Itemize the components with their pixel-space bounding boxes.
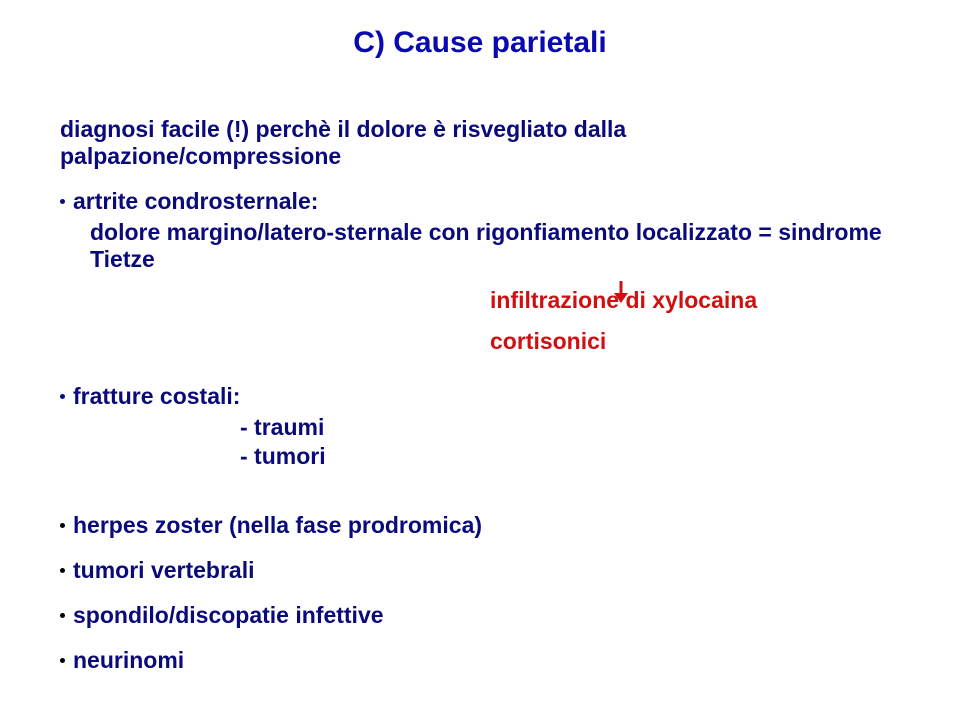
bullet-fratture-label: fratture costali: [73,383,240,410]
bullet-dot-icon [60,523,65,528]
bullet-artrite: artrite condrosternale: [60,188,900,215]
bullet-herpes-text: herpes zoster (nella fase prodromica) [73,512,482,539]
bullet-neurinomi-text: neurinomi [73,647,184,674]
bullet-dot-icon [60,568,65,573]
subtitle: diagnosi facile (!) perchè il dolore è r… [60,116,900,170]
fratture-sublist: - traumi - tumori [240,414,900,470]
slide-title: C) Cause parietali [60,26,900,60]
bullet-spondilo: spondilo/discopatie infettive [60,602,900,629]
bullet-dot-icon [60,658,65,663]
bullet-dot-icon [60,613,65,618]
bullet-dot-icon [60,394,65,399]
bullet-artrite-label: artrite condrosternale: [73,188,318,215]
slide-container: C) Cause parietali diagnosi facile (!) p… [0,0,960,725]
bullet-spondilo-text: spondilo/discopatie infettive [73,602,384,629]
bullet-herpes: herpes zoster (nella fase prodromica) [60,512,900,539]
bullet-tumori-text: tumori vertebrali [73,557,255,584]
infiltration-block: infiltrazione di xylocaina cortisonici [490,287,900,355]
bullet-fratture: fratture costali: [60,383,900,410]
lower-bullets: herpes zoster (nella fase prodromica) tu… [60,512,900,674]
down-arrow-icon [610,281,632,305]
fratture-item-0: - traumi [240,414,900,441]
fratture-item-1: - tumori [240,443,900,470]
bullet-neurinomi: neurinomi [60,647,900,674]
infiltration-line1: infiltrazione di xylocaina [490,287,900,314]
bullet-tumori-vertebrali: tumori vertebrali [60,557,900,584]
infiltration-line2: cortisonici [490,328,900,355]
artrite-detail: dolore margino/latero-sternale con rigon… [90,219,900,273]
bullet-dot-icon [60,199,65,204]
